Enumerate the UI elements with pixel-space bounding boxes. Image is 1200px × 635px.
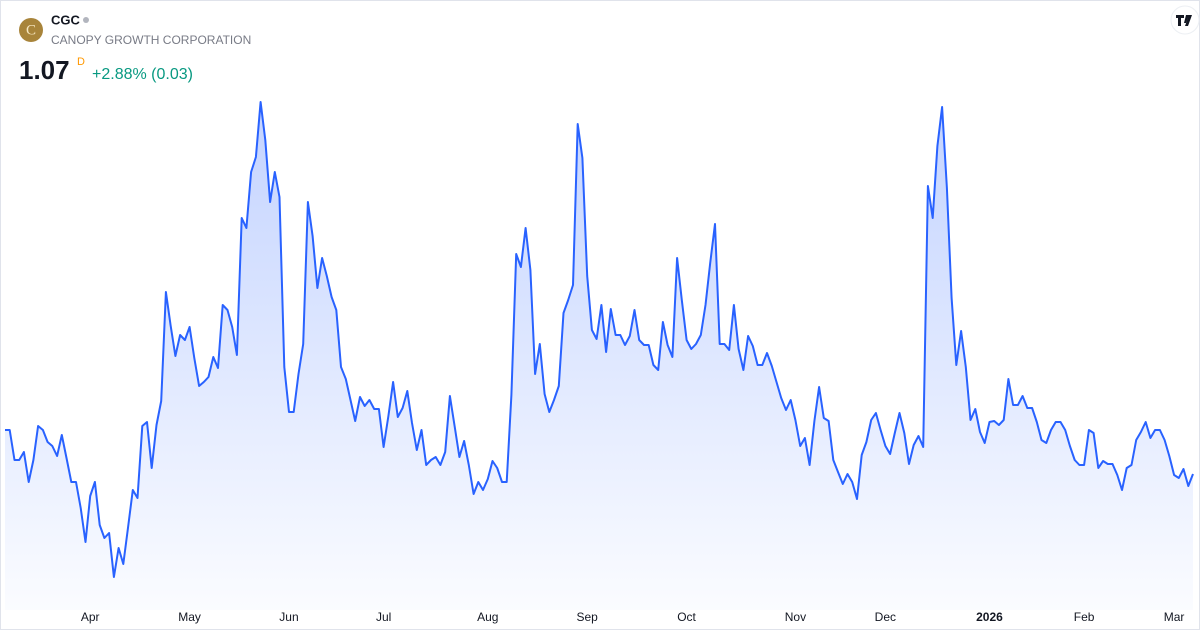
x-tick-label: May <box>178 610 201 624</box>
x-tick-label: Jul <box>376 610 391 624</box>
price: 1.07 <box>19 55 70 85</box>
x-tick-label: Nov <box>785 610 806 624</box>
change: +2.88% (0.03) <box>92 66 193 83</box>
company-name: CANOPY GROWTH CORPORATION <box>51 33 251 47</box>
x-tick-label: Feb <box>1074 610 1095 624</box>
status-dot <box>83 17 89 23</box>
plot <box>5 101 1194 610</box>
logo-letter: C <box>26 22 36 38</box>
x-tick-label: Jun <box>279 610 298 624</box>
symbol: CGC <box>51 12 81 27</box>
x-tick-label: Apr <box>81 610 100 624</box>
price-line <box>5 101 1194 578</box>
interval: D <box>77 56 85 68</box>
tv-logo <box>1170 5 1200 35</box>
x-tick-label: Dec <box>875 610 896 624</box>
x-tick-label: 2026 <box>976 610 1003 624</box>
x-tick-label: Aug <box>477 610 498 624</box>
logo <box>19 18 43 42</box>
x-tick-label: Mar <box>1164 610 1185 624</box>
x-tick-label: Sep <box>576 610 598 624</box>
x-tick-label: Oct <box>677 610 696 624</box>
area-fill <box>5 102 1193 610</box>
